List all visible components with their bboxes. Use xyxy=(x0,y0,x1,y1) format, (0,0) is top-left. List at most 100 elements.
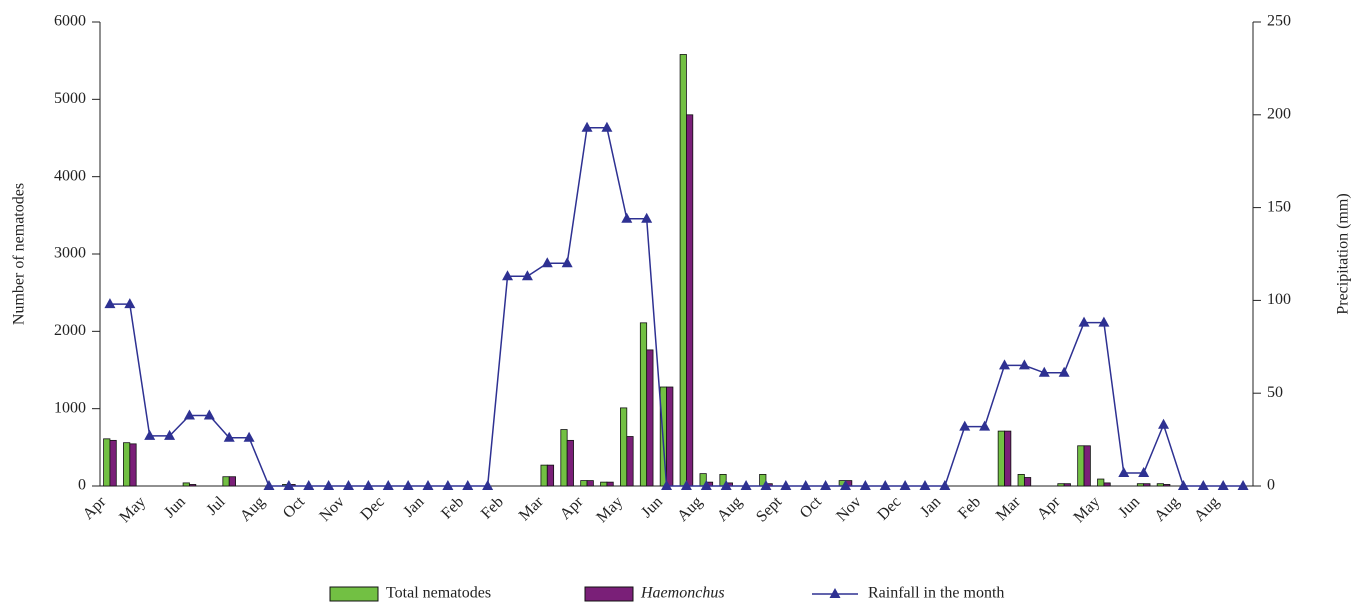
bar xyxy=(586,480,594,487)
bar xyxy=(546,464,555,487)
x-tick-label: Aug xyxy=(714,493,746,525)
x-tick-label: Feb xyxy=(438,493,467,522)
marker xyxy=(561,257,573,268)
x-tick-label: Feb xyxy=(478,493,507,522)
marker xyxy=(502,270,514,281)
marker xyxy=(1237,480,1249,490)
bar xyxy=(103,438,111,487)
marker xyxy=(442,480,454,490)
marker xyxy=(939,480,951,490)
marker xyxy=(899,480,911,490)
x-tick-label: Nov xyxy=(316,493,348,525)
x-tick-label: Dec xyxy=(357,493,387,523)
bar xyxy=(646,349,654,487)
line xyxy=(109,127,1244,487)
x-tick-label: Jun xyxy=(638,493,666,521)
x-tick-label: May xyxy=(1071,493,1104,526)
marker xyxy=(283,480,295,490)
y-tick-label: 1000 xyxy=(54,399,86,416)
bar xyxy=(997,430,1005,487)
y-tick-label: 3000 xyxy=(54,245,86,262)
y2-tick-label: 100 xyxy=(1267,291,1291,308)
x-tick-label: May xyxy=(593,493,626,526)
y-tick-label: 6000 xyxy=(54,13,86,30)
bar xyxy=(1136,483,1145,487)
bar xyxy=(1023,477,1032,487)
bar xyxy=(540,464,548,487)
marker xyxy=(1158,418,1170,429)
bar xyxy=(1163,484,1171,487)
marker xyxy=(223,431,235,442)
legend-label: Total nematodes xyxy=(386,585,491,602)
marker xyxy=(621,212,633,223)
bar xyxy=(566,439,574,487)
marker xyxy=(859,480,871,490)
bar xyxy=(182,482,190,487)
bar xyxy=(1103,482,1111,487)
marker xyxy=(362,480,374,490)
marker xyxy=(1018,359,1030,370)
x-tick-label: Mar xyxy=(516,493,547,524)
marker xyxy=(820,480,832,490)
marker xyxy=(979,420,991,431)
x-tick-label: May xyxy=(116,493,149,526)
y-tick-label: 2000 xyxy=(54,322,86,339)
y2-tick-label: 50 xyxy=(1267,384,1283,401)
marker xyxy=(760,480,772,490)
bar xyxy=(222,476,230,487)
bar xyxy=(1017,473,1025,487)
bar xyxy=(560,429,568,487)
marker xyxy=(263,480,275,490)
marker xyxy=(959,420,971,431)
bar xyxy=(600,481,608,487)
bar xyxy=(1057,483,1065,487)
marker xyxy=(1138,467,1150,478)
bar xyxy=(109,439,117,487)
bar xyxy=(228,476,236,487)
bar xyxy=(626,436,634,487)
bar xyxy=(1077,445,1085,487)
bar xyxy=(1097,478,1105,487)
x-tick-label: Oct xyxy=(280,493,309,522)
marker xyxy=(800,480,812,490)
marker xyxy=(243,431,255,442)
marker xyxy=(342,480,354,490)
marker xyxy=(780,480,792,490)
legend-marker xyxy=(829,588,841,598)
x-tick-label: Sept xyxy=(753,493,786,526)
y2-tick-label: 200 xyxy=(1267,105,1291,122)
marker xyxy=(1217,480,1229,490)
y2-tick-label: 250 xyxy=(1267,13,1291,30)
marker xyxy=(541,257,553,268)
marker xyxy=(581,121,593,132)
marker xyxy=(700,480,712,490)
x-tick-label: Aug xyxy=(674,493,706,525)
marker xyxy=(680,480,692,490)
marker xyxy=(720,480,732,490)
x-tick-label: Mar xyxy=(993,493,1024,524)
bar xyxy=(1063,483,1071,487)
legend-label: Haemonchus xyxy=(640,585,725,602)
bar xyxy=(1083,445,1091,487)
bar xyxy=(620,407,628,487)
y-axis-title: Number of nematodes xyxy=(11,183,28,325)
x-tick-label: Jun xyxy=(1115,493,1143,521)
y2-tick-label: 150 xyxy=(1267,198,1291,215)
marker xyxy=(661,480,673,490)
x-tick-label: Dec xyxy=(874,493,904,523)
bar xyxy=(1156,483,1164,487)
y2-axis-title: Precipitation (mm) xyxy=(1335,193,1352,314)
marker xyxy=(104,298,116,309)
bar xyxy=(1004,430,1012,487)
bar xyxy=(123,442,131,487)
marker xyxy=(1118,467,1130,478)
marker xyxy=(1197,480,1209,490)
x-tick-label: Aug xyxy=(237,493,269,525)
legend-label: Rainfall in the month xyxy=(868,585,1004,602)
marker xyxy=(740,480,752,490)
bar xyxy=(129,443,137,487)
x-tick-label: Jul xyxy=(203,493,229,519)
bar xyxy=(1143,483,1151,487)
marker xyxy=(303,480,315,490)
